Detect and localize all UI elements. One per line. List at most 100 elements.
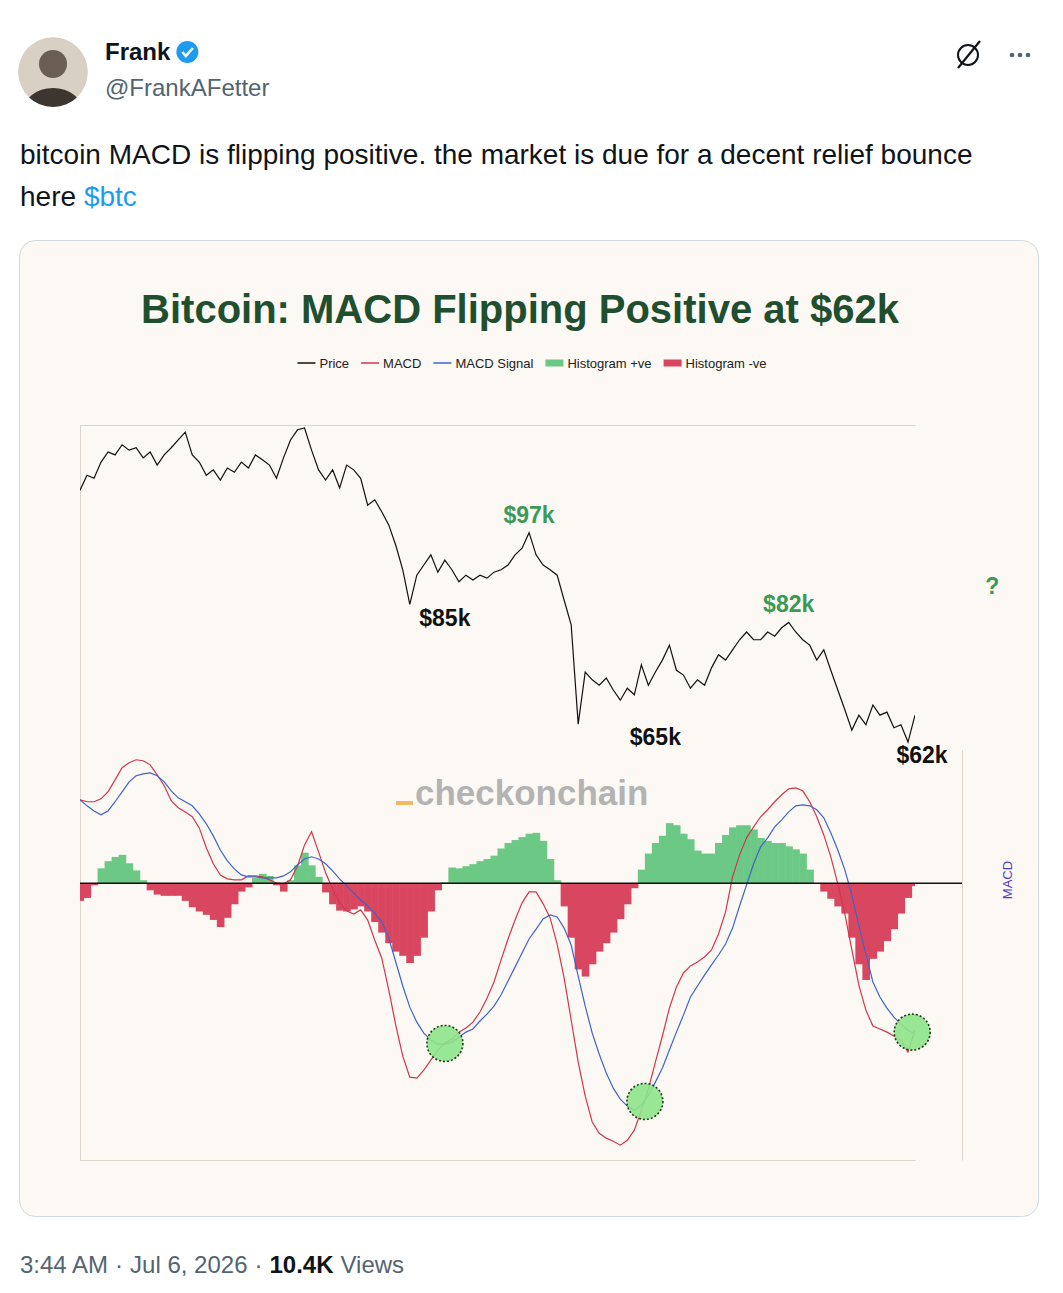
histogram-bar [855,883,863,964]
histogram-bar [883,883,891,941]
legend-label: Price [319,356,349,371]
histogram-bar [680,834,688,883]
histogram-bar [575,883,583,969]
histogram-bar [904,883,912,898]
histogram-bar [687,839,695,883]
histogram-bar [476,861,484,883]
histogram-bar [378,883,386,932]
price-annotation: $62k [896,742,947,768]
watermark: checkonchain [415,773,648,812]
histogram-bar [666,823,674,883]
axis-line [962,751,963,1161]
avatar-head [39,50,67,78]
zero-line [80,882,962,884]
separator: · [254,1251,262,1278]
macd-axis-label: MACD [1000,861,1015,899]
macd-line [80,760,915,1145]
histogram-bar [483,859,491,883]
histogram-series [80,883,915,980]
histogram-bar [806,870,814,884]
price-annotation: $82k [763,591,814,617]
legend-swatch [545,360,563,367]
author-name[interactable]: Frank [105,37,170,67]
histogram-bar [308,865,316,883]
histogram-bar [778,843,786,883]
avatar[interactable] [18,37,88,136]
histogram-bar [547,859,555,883]
histogram-bar [105,861,113,883]
legend-swatch [361,362,379,364]
histogram-bar [764,841,772,883]
legend-item: Price [297,356,349,371]
legend-swatch [297,362,315,364]
histogram-bar [582,883,590,976]
histogram-bar [462,866,470,883]
post-date[interactable]: Jul 6, 2026 [130,1251,247,1278]
more-menu[interactable] [1010,53,1031,58]
axis-line [81,425,916,426]
badge-check [182,48,193,56]
post-time[interactable]: 3:44 AM [20,1251,108,1278]
histogram-bar [785,846,793,883]
histogram-bar [505,843,513,883]
histogram-bar [434,883,442,890]
histogram-bar [617,883,625,919]
histogram-bar [561,883,569,906]
histogram-bar [715,843,723,883]
axis-line [81,1160,916,1161]
legend-label: Histogram +ve [567,356,651,371]
histogram-bar [645,854,653,884]
histogram-bar [133,870,141,883]
histogram-bar [399,883,407,956]
axis-line [80,751,81,1161]
legend: PriceMACDMACD SignalHistogram +veHistogr… [297,356,766,371]
histogram-bar [540,841,548,883]
legend-label: Histogram -ve [686,356,767,371]
histogram-bar [175,883,183,896]
histogram-bar [182,883,190,901]
macd-x-axis [81,1160,916,1161]
histogram-bar [596,883,604,951]
histogram-bar [203,883,211,915]
cashtag[interactable]: $btc [84,181,137,212]
price-annotation: $65k [630,724,681,750]
histogram-bar [533,833,541,883]
badge-circle [176,41,198,63]
histogram-bar [631,883,639,888]
chart-title: Bitcoin: MACD Flipping Positive at $62k [141,287,900,331]
legend-swatch [664,360,682,367]
histogram-bar [610,883,618,932]
histogram-bar [80,883,84,901]
histogram-bar [224,883,232,918]
histogram-bar [448,868,456,884]
avatar-body [23,88,83,136]
crossover-circle [427,1025,463,1061]
histogram-bar [161,883,169,896]
price-y-axis [80,426,81,761]
page: Bitcoin: MACD Flipping Positive at $62k P… [0,0,1063,1293]
histogram-bar [694,851,702,884]
histogram-bar [498,848,506,883]
legend-item: MACD [361,356,421,371]
histogram-bar [799,854,807,884]
author-handle[interactable]: @FrankAFetter [105,73,269,103]
histogram-bar [652,843,660,883]
histogram-bar [526,834,534,883]
histogram-bar [315,877,323,883]
chart-card [20,241,1039,1217]
histogram-bar [84,883,92,898]
histogram-bar [322,883,330,892]
macd-y-axis [80,751,81,1161]
annotations: $97k$85k$65k$82k$62k? [419,502,999,769]
legend-swatch [433,362,451,364]
grok-icon[interactable] [958,41,980,68]
crossover-circle [627,1083,663,1119]
histogram-bar [876,883,884,951]
tweet-footer: 3:44 AM·Jul 6, 2026·10.4KViews [20,1248,404,1282]
crossover-circle [894,1014,930,1050]
axis-line [80,426,81,761]
histogram-bar [820,883,828,891]
menu-dot [1018,53,1023,58]
price-annotation: $85k [419,605,470,631]
histogram-bar [512,840,520,883]
